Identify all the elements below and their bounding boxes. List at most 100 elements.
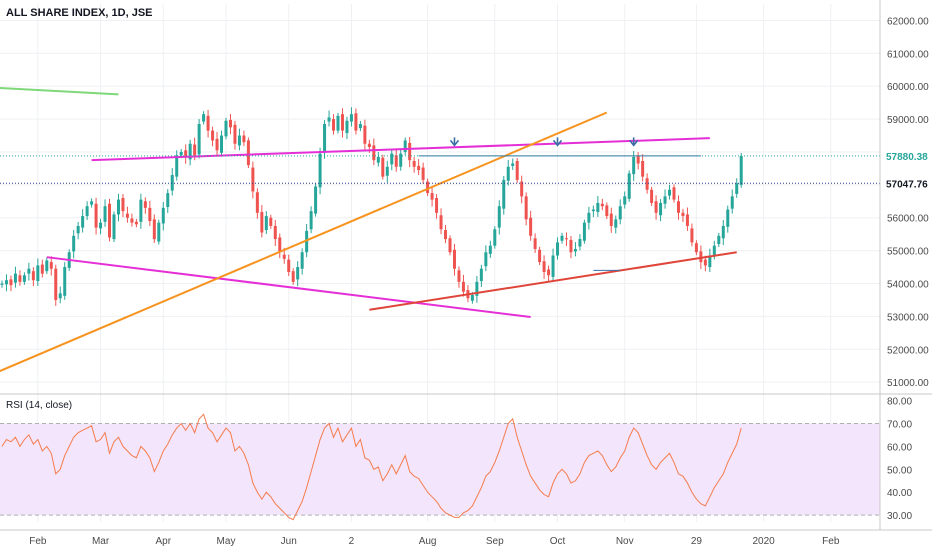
time-tick-label: 2020: [752, 536, 775, 547]
candle-body: [260, 211, 264, 233]
candle-body: [134, 221, 138, 225]
candle-body: [112, 214, 116, 240]
candle-body: [233, 124, 237, 144]
candle-body: [175, 155, 179, 177]
chart-title: ALL SHARE INDEX, 1D, JSE: [6, 7, 153, 19]
candle-body: [336, 115, 340, 131]
candle-body: [479, 268, 483, 282]
candle-body: [184, 150, 188, 157]
candle-body: [556, 242, 560, 256]
candle-body: [618, 206, 622, 220]
candle-body: [27, 268, 31, 274]
candle-body: [641, 161, 645, 177]
candle-body: [139, 199, 143, 222]
rsi-band-area: [0, 422, 880, 516]
candle-body: [551, 255, 555, 277]
price-candles: [0, 107, 743, 306]
candle-body: [13, 273, 17, 283]
candle-body: [206, 115, 210, 131]
candle-body: [363, 125, 367, 144]
time-tick-label: 2: [349, 536, 355, 547]
candle-body: [497, 206, 501, 228]
candle-body: [668, 189, 672, 196]
candle-body: [421, 167, 425, 180]
candle-body: [739, 155, 743, 185]
candle-body: [81, 216, 85, 228]
candle-body: [108, 203, 112, 238]
candle-body: [215, 138, 219, 151]
candle-body: [408, 142, 412, 161]
rsi-band: [0, 423, 880, 516]
candle-body: [327, 117, 331, 122]
price-tick-label: 52000.00: [887, 345, 929, 356]
candle-body: [220, 135, 224, 153]
price-tick-label: 53000.00: [887, 312, 929, 323]
candle-body: [381, 157, 385, 177]
rsi-tick-label: 80.00: [887, 397, 912, 408]
candle-body: [4, 280, 8, 285]
candle-body: [345, 120, 349, 134]
time-tick-label: Feb: [29, 536, 47, 547]
candle-body: [161, 207, 165, 224]
candle-body: [300, 252, 304, 269]
candle-body: [690, 228, 694, 243]
time-tick-label: Aug: [419, 536, 437, 547]
candle-body: [246, 140, 250, 166]
candle-body: [726, 209, 730, 227]
candle-body: [493, 229, 497, 246]
candle-body: [90, 201, 94, 205]
candle-body: [721, 225, 725, 239]
time-tick-label: 29: [691, 536, 703, 547]
price-tag-label: 57047.76: [886, 179, 928, 190]
price-axis-labels: 62000.0061000.0060000.0059000.0058000.00…: [887, 16, 929, 389]
price-tick-label: 62000.00: [887, 16, 929, 27]
time-tick-label: Mar: [92, 536, 110, 547]
candle-body: [439, 215, 443, 230]
candle-body: [255, 192, 259, 213]
candle-body: [582, 222, 586, 241]
candle-body: [529, 217, 533, 236]
candle-body: [564, 238, 568, 240]
candle-body: [358, 124, 362, 129]
trendline-rising-support: [369, 251, 737, 311]
candle-body: [143, 201, 147, 208]
price-tag-bg: [881, 148, 932, 163]
candle-body: [632, 156, 636, 175]
down-arrow-marker: [449, 137, 460, 147]
candle-body: [152, 219, 156, 240]
candle-body: [573, 248, 577, 252]
candle-body: [533, 238, 537, 249]
candle-body: [0, 283, 4, 285]
candle-body: [703, 259, 707, 266]
price-tick-label: 51000.00: [887, 378, 929, 389]
candle-body: [269, 217, 273, 226]
candle-body: [367, 143, 371, 148]
time-tick-label: Apr: [155, 536, 171, 547]
candle-body: [609, 213, 613, 226]
candle-body: [40, 264, 44, 274]
candle-body: [587, 212, 591, 223]
candle-body: [547, 269, 551, 276]
candle-body: [72, 235, 76, 252]
candle-body: [735, 183, 739, 194]
trendlines: [0, 87, 880, 373]
trendline-lower-support: [46, 256, 531, 319]
candle-body: [484, 252, 488, 267]
candle-body: [224, 120, 228, 137]
rsi-title: RSI (14, close): [6, 400, 72, 411]
candle-body: [636, 156, 640, 164]
price-tick-label: 54000.00: [887, 279, 929, 290]
candle-body: [448, 238, 452, 253]
time-tick-label: Nov: [616, 536, 634, 547]
time-tick-label: Feb: [822, 536, 840, 547]
candle-body: [538, 249, 542, 263]
candle-body: [417, 165, 421, 171]
candle-body: [291, 271, 295, 282]
candle-body: [76, 225, 80, 234]
candle-body: [672, 187, 676, 200]
candle-body: [125, 213, 129, 218]
candle-body: [49, 262, 53, 269]
candle-body: [340, 114, 344, 131]
